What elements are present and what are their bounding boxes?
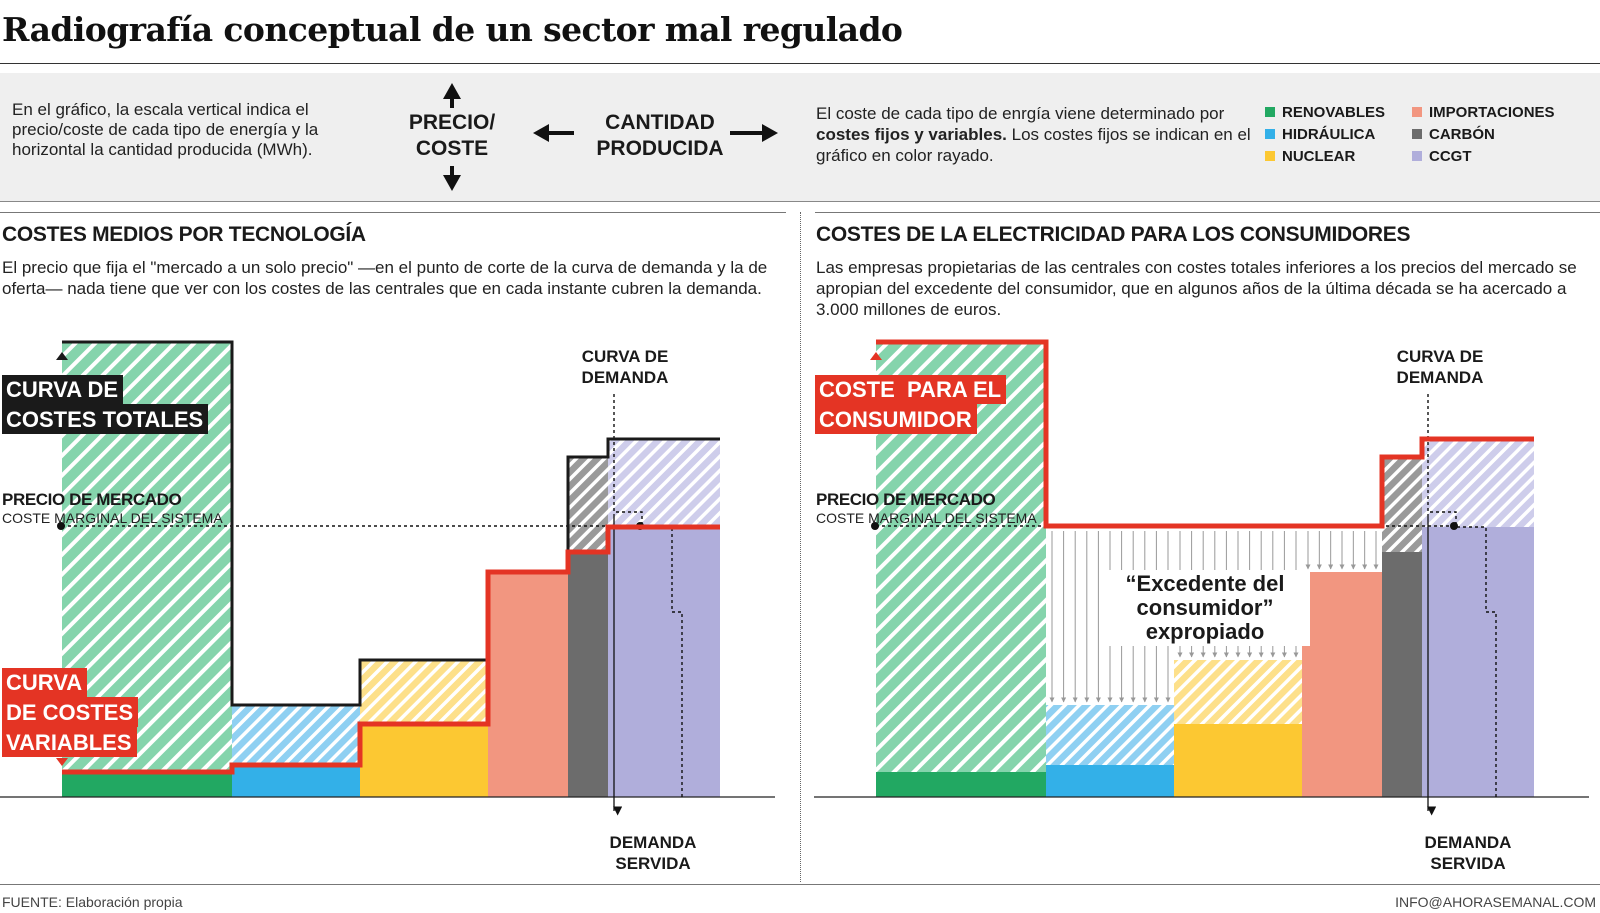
consumer-cost-curve [876, 339, 1534, 529]
axis-horizontal-label: CANTIDAD PRODUCIDA [596, 111, 724, 160]
left-market-price-label: PRECIO DE MERCADO [2, 490, 182, 509]
footer-contact: INFO@AHORASEMANAL.COM [1395, 894, 1596, 910]
bar-variable-nuclear [360, 724, 488, 797]
intro-band [0, 73, 1600, 201]
variable-curve-marker [56, 758, 68, 766]
variable-cost-curve [62, 524, 720, 775]
band-rule [0, 201, 1600, 202]
bar-variable-ccgt [608, 527, 720, 797]
bar-variable-hidraulica [232, 765, 360, 797]
bar-fixed-hidraulica [232, 705, 360, 765]
bar-fixed-carbon [568, 457, 608, 552]
right-demand-curve-label: CURVA DE DEMANDA [1396, 347, 1484, 387]
left-variable-curve-label: CURVA DE COSTES VARIABLES [2, 668, 139, 757]
legend-importaciones: IMPORTACIONES [1412, 103, 1555, 123]
legend-col-1: RENOVABLES HIDRÁULICA NUCLEAR [1265, 103, 1385, 167]
equilibrium-dot [1450, 522, 1458, 530]
left-marginal-cost-label: COSTE MARGINAL DEL SISTEMA [2, 510, 223, 526]
left-section-text: El precio que fija el "mercado a un solo… [2, 258, 768, 298]
bar-fixed-hidraulica [1046, 705, 1174, 765]
legend-carbon: CARBÓN [1412, 125, 1555, 145]
market-price-dot [871, 522, 879, 530]
title-rule [0, 63, 1600, 64]
bar-variable-importaciones [488, 572, 568, 797]
right-chart [814, 339, 1589, 816]
legend-renovables: RENOVABLES [1265, 103, 1385, 123]
section-divider [800, 212, 801, 882]
right-section-rule [815, 212, 1600, 213]
left-total-curve-label: CURVA DE COSTES TOTALES [2, 375, 209, 434]
footer-rule [0, 884, 1600, 885]
right-marginal-cost-label: COSTE MARGINAL DEL SISTEMA [816, 510, 1037, 526]
bar-fixed-ccgt [1422, 439, 1534, 527]
bar-variable-ccgt [1422, 527, 1534, 797]
legend-ccgt: CCGT [1412, 147, 1555, 167]
arrow-left-icon [533, 124, 549, 142]
footer-source: FUENTE: Elaboración propia [2, 894, 183, 910]
legend-col-2: IMPORTACIONES CARBÓN CCGT [1412, 103, 1555, 167]
bar-fixed-nuclear [360, 660, 488, 724]
right-section-text: Las empresas propietarias de las central… [816, 258, 1577, 319]
cost-explanation: El coste de cada tipo de enrgía viene de… [816, 104, 1251, 165]
legend-nuclear: NUCLEAR [1265, 147, 1385, 167]
left-demand-served-label: DEMANDA SERVIDA [609, 833, 697, 873]
consumer-curve-marker [870, 352, 882, 360]
bar-fixed-carbon [1382, 457, 1422, 552]
bar-variable-renovables [62, 772, 232, 797]
left-section-title: COSTES MEDIOS POR TECNOLOGÍA [2, 223, 366, 246]
arrow-right-icon [762, 124, 778, 142]
axis-vertical-label: PRECIO/COSTE [408, 111, 496, 160]
right-market-price-label: PRECIO DE MERCADO [816, 490, 996, 509]
bar-variable-carbon [568, 552, 608, 797]
legend-hidraulica: HIDRÁULICA [1265, 125, 1385, 145]
bar-variable-nuclear [1174, 724, 1302, 797]
market-price-dot [57, 522, 65, 530]
page-title: Radiografía conceptual de un sector mal … [2, 10, 903, 49]
arrow-up-icon [443, 83, 461, 99]
arrow-down-icon [443, 175, 461, 191]
consumer-surplus-label: “Excedente del consumidor” expropiado [1100, 570, 1310, 646]
bar-variable-importaciones [1302, 572, 1382, 797]
left-demand-curve-label: CURVA DE DEMANDA [581, 347, 669, 387]
bar-variable-renovables [876, 772, 1046, 797]
right-consumer-cost-label: COSTE PARA EL CONSUMIDOR [815, 375, 1007, 434]
bar-variable-hidraulica [1046, 765, 1174, 797]
right-demand-served-label: DEMANDA SERVIDA [1424, 833, 1512, 873]
bar-fixed-ccgt [608, 439, 720, 527]
right-section-title: COSTES DE LA ELECTRICIDAD PARA LOS CONSU… [816, 223, 1411, 246]
bar-variable-carbon [1382, 552, 1422, 797]
demand-curve [1427, 394, 1497, 797]
left-section-rule [0, 212, 786, 213]
bar-fixed-nuclear [1174, 660, 1302, 724]
total-curve-marker [56, 352, 68, 360]
intro-text: En el gráfico, la escala vertical indica… [12, 100, 319, 159]
axis-diagram [443, 83, 778, 191]
